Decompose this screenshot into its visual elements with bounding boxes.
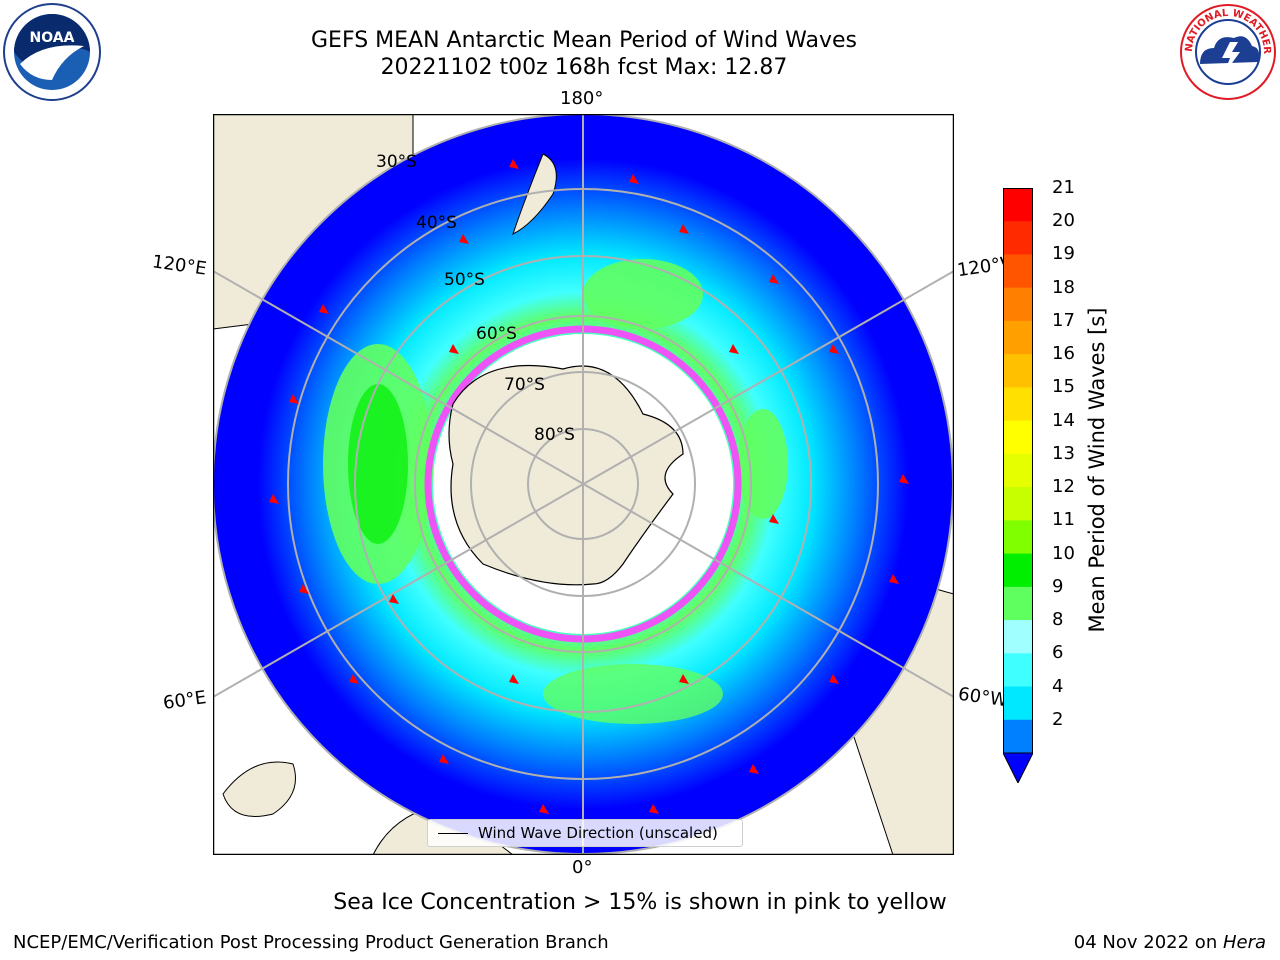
polar-stereographic-map — [213, 114, 954, 855]
sea-ice-note: Sea Ice Concentration > 15% is shown in … — [333, 890, 947, 915]
colorbar-segment — [1003, 520, 1033, 555]
legend-label: Wind Wave Direction (unscaled) — [478, 824, 718, 842]
colorbar-tick-label: 8 — [1052, 609, 1064, 631]
lat-label-70s: 70°S — [504, 375, 545, 395]
colorbar-tick-label: 18 — [1052, 276, 1075, 298]
colorbar-segment — [1003, 653, 1033, 688]
lat-label-40s: 40°S — [416, 213, 457, 233]
colorbar-tick-label: 11 — [1052, 509, 1075, 531]
lon-label-180: 180° — [560, 88, 604, 109]
lon-label-0: 0° — [572, 857, 593, 878]
colorbar-segment — [1003, 620, 1033, 654]
colorbar-tick-label: 10 — [1052, 542, 1075, 564]
chart-subtitle: 20221102 t00z 168h fcst Max: 12.87 — [380, 55, 788, 80]
credit-text: NCEP/EMC/Verification Post Processing Pr… — [13, 932, 609, 953]
colorbar-tick-label: 14 — [1052, 409, 1075, 431]
colorbar-segment — [1003, 553, 1033, 588]
lon-label-60w: 60°W — [956, 683, 1009, 712]
date-prefix: 04 Nov 2022 on — [1073, 932, 1223, 953]
lat-label-30s: 30°S — [376, 152, 417, 172]
colorbar-tick-label: 21 — [1052, 177, 1075, 198]
lat-label-80s: 80°S — [534, 425, 575, 445]
antarctica-land — [448, 364, 684, 586]
colorbar-segment — [1003, 719, 1033, 754]
nws-logo: NATIONAL WEATHER SERVICE — [1178, 2, 1276, 100]
colorbar-segment — [1003, 487, 1033, 521]
wind-wave-arrows — [269, 159, 909, 814]
colorbar-segment — [1003, 320, 1033, 355]
colorbar-tick-label: 20 — [1052, 210, 1075, 232]
colorbar-label: Mean Period of Wind Waves [s] — [1085, 307, 1109, 633]
colorbar-tick-label: 9 — [1052, 575, 1064, 597]
colorbar-tick-label: 17 — [1052, 309, 1075, 331]
colorbar-segment — [1003, 686, 1033, 721]
madagascar-land — [222, 761, 296, 817]
legend: Wind Wave Direction (unscaled) — [427, 819, 743, 847]
lon-label-60e: 60°E — [161, 687, 208, 714]
chart-title: GEFS MEAN Antarctic Mean Period of Wind … — [311, 28, 857, 53]
colorbar-segment — [1003, 586, 1033, 621]
colorbar-tick-label: 13 — [1052, 442, 1075, 464]
colorbar-segment — [1003, 387, 1033, 422]
colorbar-segment — [1003, 420, 1033, 455]
colorbar-tick-label: 6 — [1052, 642, 1064, 664]
date-text: 04 Nov 2022 on Hera — [1074, 932, 1266, 953]
colorbar-segment — [1003, 221, 1033, 255]
noaa-logo: NOAA — [3, 3, 101, 101]
colorbar-segment — [1003, 453, 1033, 488]
colorbar — [1003, 188, 1033, 783]
colorbar-tick-label: 4 — [1052, 675, 1064, 697]
colorbar-tick-label: 12 — [1052, 476, 1075, 498]
colorbar-tick-label: 16 — [1052, 343, 1075, 365]
colorbar-segment — [1003, 188, 1033, 222]
colorbar-extend-arrow — [1003, 752, 1033, 783]
legend-line-sample — [438, 833, 468, 834]
colorbar-tick-label: 15 — [1052, 376, 1075, 398]
colorbar-outline — [1003, 188, 1033, 754]
lon-label-120e: 120°E — [150, 251, 208, 280]
lat-label-50s: 50°S — [444, 270, 485, 290]
colorbar-tick-label: 19 — [1052, 243, 1075, 265]
colorbar-segment — [1003, 254, 1033, 289]
lat-label-60s: 60°S — [476, 324, 517, 344]
noaa-logo-text: NOAA — [30, 30, 75, 46]
colorbar-tick-label: 2 — [1052, 708, 1064, 730]
colorbar-segment — [1003, 354, 1033, 388]
system-name: Hera — [1222, 932, 1266, 953]
colorbar-segment — [1003, 287, 1033, 322]
